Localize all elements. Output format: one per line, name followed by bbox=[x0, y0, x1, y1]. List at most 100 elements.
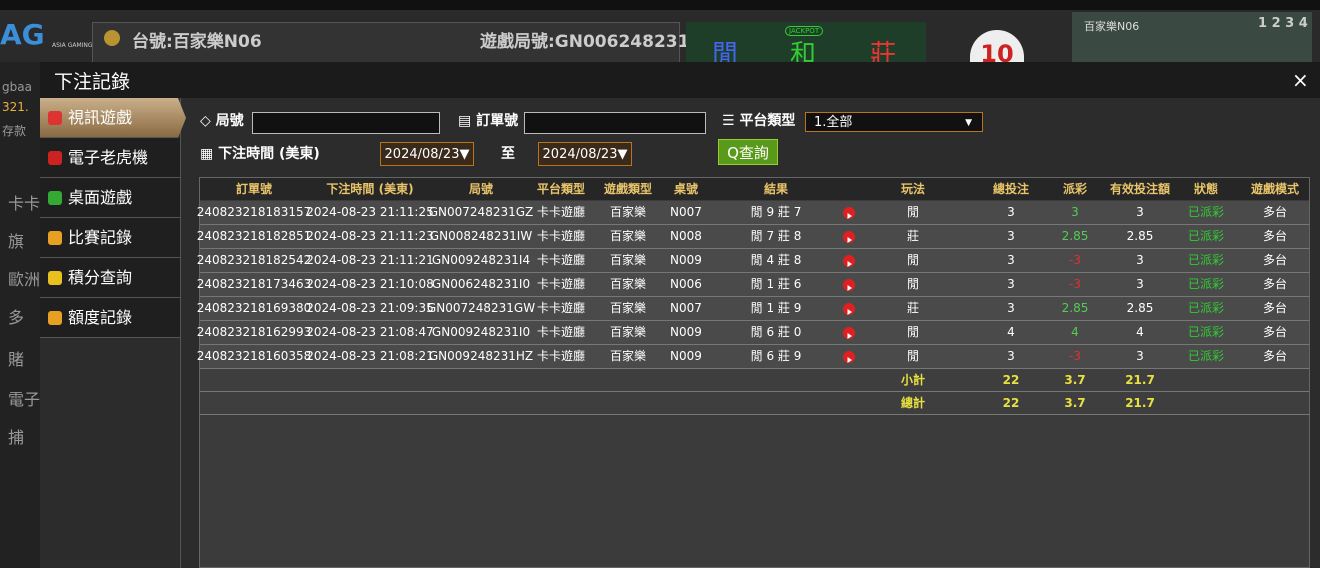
logo-sub: ASIA GAMING bbox=[52, 42, 93, 49]
nav-item[interactable]: 桌面遊戲 bbox=[40, 178, 180, 218]
search-text: 查詢 bbox=[738, 144, 769, 162]
date-from[interactable]: 2024/08/23▼ bbox=[380, 142, 474, 166]
table-cell: 閒 6 莊 0 bbox=[750, 325, 802, 339]
order-input[interactable] bbox=[524, 112, 706, 134]
table-cell: 2.85 bbox=[1126, 229, 1154, 243]
close-button[interactable]: × bbox=[1292, 68, 1309, 92]
nav-label: 視訊遊戲 bbox=[68, 108, 133, 127]
table-cell: N009 bbox=[670, 253, 702, 267]
table-row bbox=[200, 297, 1309, 321]
thumb bbox=[1072, 12, 1312, 62]
table-cell: 百家樂 bbox=[609, 205, 647, 219]
side-label: 多 bbox=[8, 308, 25, 327]
thumb-numbers: 1 2 3 4 bbox=[1258, 16, 1308, 31]
platform-label: ☰ 平台類型 bbox=[722, 113, 796, 129]
table-cell: 百家樂 bbox=[609, 301, 647, 315]
table-cell: 3 bbox=[1007, 229, 1015, 243]
video-icon[interactable] bbox=[843, 351, 855, 363]
summary-cell: 3.7 bbox=[1064, 373, 1086, 387]
summary-cell: 21.7 bbox=[1125, 373, 1155, 387]
table-cell: GN009248231I0 bbox=[431, 325, 531, 339]
order-label-text: 訂單號 bbox=[476, 113, 519, 129]
table-cell: 3 bbox=[1007, 253, 1015, 267]
column-header: 遊戲類型 bbox=[603, 182, 653, 196]
table-cell: 240823218173463 bbox=[196, 277, 312, 291]
nav-label: 積分查詢 bbox=[68, 268, 133, 287]
nav-item[interactable]: 積分查詢 bbox=[40, 258, 180, 298]
summary-cell: 21.7 bbox=[1125, 396, 1155, 410]
column-header: 局號 bbox=[468, 182, 494, 196]
side-label: 存款 bbox=[2, 124, 27, 138]
play-glyph bbox=[847, 237, 852, 243]
video-icon[interactable] bbox=[843, 279, 855, 291]
video-icon[interactable] bbox=[843, 255, 855, 267]
column-header: 平台類型 bbox=[536, 182, 586, 196]
table-cell: 卡卡遊廳 bbox=[536, 205, 586, 219]
table-row bbox=[200, 345, 1309, 369]
platform-select[interactable]: 1.全部 ▼ bbox=[805, 112, 983, 132]
table-cell: GN009248231I4 bbox=[431, 253, 531, 267]
summary-cell: 總計 bbox=[900, 396, 926, 410]
nav-icon bbox=[48, 111, 62, 125]
table-cell: 2.85 bbox=[1061, 301, 1089, 315]
summary-row bbox=[200, 369, 1309, 392]
nav-label: 電子老虎機 bbox=[68, 148, 149, 167]
table-header bbox=[200, 178, 1309, 200]
nav-divider bbox=[180, 98, 181, 568]
nav-icon bbox=[48, 191, 62, 205]
table-cell: 多台 bbox=[1262, 205, 1288, 219]
table-cell: 多台 bbox=[1262, 277, 1288, 291]
side-bar: gbaa 321. 存款 卡卡旗歐洲多賭電子捕 bbox=[0, 62, 40, 568]
table-cell: 多台 bbox=[1262, 301, 1288, 315]
side-label: 捕 bbox=[8, 428, 25, 447]
nav-item[interactable]: 比賽記錄 bbox=[40, 218, 180, 258]
table-cell: 卡卡遊廳 bbox=[536, 253, 586, 267]
nav-item[interactable]: 電子老虎機 bbox=[40, 138, 180, 178]
table-cell: 多台 bbox=[1262, 253, 1288, 267]
table-cell: 閒 bbox=[906, 205, 920, 219]
table-cell: 已派彩 bbox=[1187, 253, 1225, 267]
table-cell: 2.85 bbox=[1061, 229, 1089, 243]
column-header: 總投注 bbox=[992, 182, 1030, 196]
table-cell: 閒 bbox=[906, 349, 920, 363]
round-input[interactable] bbox=[252, 112, 440, 134]
play-glyph bbox=[847, 357, 852, 363]
table-cell: 百家樂 bbox=[609, 229, 647, 243]
table-cell: 已派彩 bbox=[1187, 325, 1225, 339]
summary-row bbox=[200, 392, 1309, 415]
date-to[interactable]: 2024/08/23▼ bbox=[538, 142, 632, 166]
video-icon[interactable] bbox=[843, 303, 855, 315]
table-cell: 3 bbox=[1007, 349, 1015, 363]
search-button[interactable]: Q查詢 bbox=[718, 139, 778, 165]
table-cell: 莊 bbox=[906, 301, 920, 315]
table-cell: 3 bbox=[1136, 277, 1144, 291]
round-number: 遊戲局號:GN006248231I3 bbox=[480, 32, 708, 52]
column-header: 下注時間 (美東) bbox=[326, 182, 414, 196]
video-icon[interactable] bbox=[843, 327, 855, 339]
nav-label: 額度記錄 bbox=[68, 308, 133, 327]
table-cell: GN008248231IW bbox=[429, 229, 533, 243]
jackpot: JACKPOT bbox=[785, 26, 824, 36]
to-label: 至 bbox=[501, 146, 515, 162]
table-cell: 多台 bbox=[1262, 349, 1288, 363]
play-glyph bbox=[847, 261, 852, 267]
table-cell: 4 bbox=[1136, 325, 1144, 339]
nav-icon bbox=[48, 231, 62, 245]
table-cell: GN007248231GZ bbox=[428, 205, 534, 219]
nav-item[interactable]: 視訊遊戲 bbox=[40, 98, 186, 138]
nav-icon bbox=[48, 311, 62, 325]
play-glyph bbox=[847, 309, 852, 315]
table-cell: 2024-08-23 21:08:21 bbox=[306, 349, 434, 363]
video-icon[interactable] bbox=[843, 207, 855, 219]
table-cell: 百家樂 bbox=[609, 253, 647, 267]
table-cell: 3 bbox=[1071, 205, 1079, 219]
nav-item[interactable]: 額度記錄 bbox=[40, 298, 180, 338]
side-label: 卡卡 bbox=[8, 194, 40, 213]
summary-cell: 小計 bbox=[900, 373, 926, 387]
table-badge bbox=[104, 30, 120, 46]
table-row bbox=[200, 225, 1309, 249]
table-cell: 卡卡遊廳 bbox=[536, 325, 586, 339]
video-icon[interactable] bbox=[843, 231, 855, 243]
table-cell: N007 bbox=[670, 205, 702, 219]
table-cell: 百家樂 bbox=[609, 325, 647, 339]
